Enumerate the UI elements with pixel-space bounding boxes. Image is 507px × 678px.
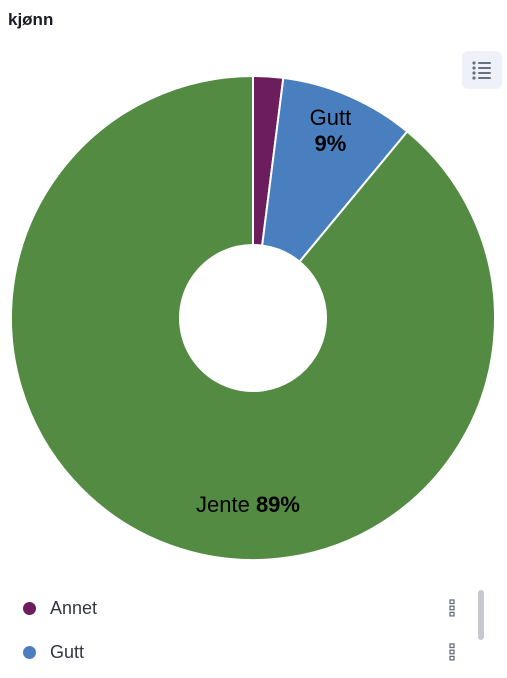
data-label-jente: Jente 89%	[196, 492, 300, 517]
legend-item-annet[interactable]: Annet	[18, 594, 478, 622]
vertical-dots-icon	[449, 643, 455, 661]
legend-label: Gutt	[50, 642, 84, 663]
legend-scrollbar[interactable]	[478, 590, 484, 640]
pie-slice-jente[interactable]	[11, 76, 495, 560]
chart-legend: Annet Gutt	[0, 588, 507, 678]
data-label-value-gutt: 9%	[315, 131, 347, 156]
data-label-gutt: Gutt	[310, 105, 352, 130]
legend-item-gutt[interactable]: Gutt	[18, 638, 478, 666]
legend-color-dot	[23, 602, 36, 615]
legend-color-dot	[23, 646, 36, 659]
vertical-dots-icon	[449, 599, 455, 617]
legend-label: Annet	[50, 598, 97, 619]
legend-item-actions-button[interactable]	[444, 638, 460, 666]
legend-item-actions-button[interactable]	[444, 594, 460, 622]
